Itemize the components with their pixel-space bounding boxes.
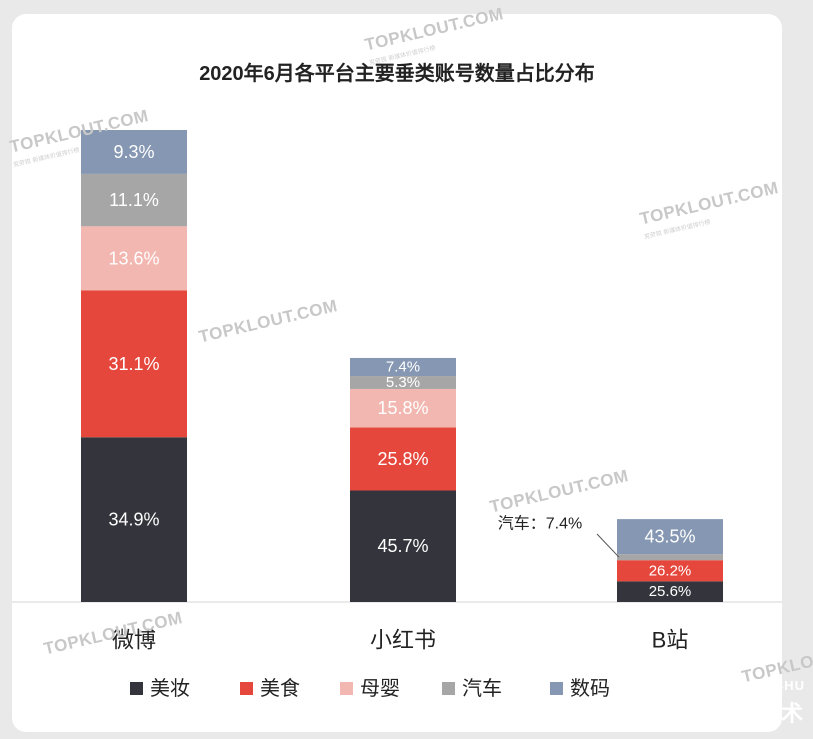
bar-segment — [81, 290, 187, 438]
bar-segment — [81, 130, 187, 174]
data-label: 43.5% — [644, 527, 695, 547]
legend-label: 美食 — [260, 677, 300, 700]
bar-segment — [617, 560, 723, 582]
x-tick-label: B站 — [652, 628, 689, 653]
bar-segment — [350, 357, 456, 377]
legend-swatch — [442, 682, 455, 695]
legend-label: 美妆 — [150, 677, 190, 700]
chart: 2020年6月各平台主要垂类账号数量占比分布 34.9% 31.1% 13.6% 11.… — [12, 61, 782, 700]
legend-swatch — [340, 682, 353, 695]
data-label: 13.6% — [108, 248, 159, 268]
legend-swatch — [130, 682, 143, 695]
annotation-leader-line — [596, 533, 620, 558]
bar-segment — [350, 427, 456, 491]
brand-logo: ≋ CHUANG LI SHU 创作有术 — [628, 674, 813, 739]
data-label: 9.3% — [113, 142, 154, 162]
legend-swatch — [550, 682, 563, 695]
annotation-label: 汽车：7.4% — [498, 515, 582, 533]
x-tick-label: 小红书 — [370, 628, 436, 653]
data-label: 34.9% — [108, 510, 159, 530]
x-tick-label: 微博 — [112, 628, 156, 653]
legend-swatch — [240, 682, 253, 695]
legend-label: 汽车 — [462, 677, 502, 700]
bar-segment — [617, 554, 723, 561]
data-label: 25.6% — [649, 583, 692, 600]
legend-label: 数码 — [570, 677, 610, 700]
bar-segment — [617, 581, 723, 602]
bar-segment — [81, 173, 187, 227]
brand-en: CHUANG LI SHU — [688, 678, 805, 693]
bar-segment — [81, 437, 187, 602]
data-label: 26.2% — [649, 562, 692, 579]
data-label: 15.8% — [377, 398, 428, 418]
data-label: 25.8% — [377, 449, 428, 469]
chart-title: 2020年6月各平台主要垂类账号数量占比分布 — [199, 61, 595, 85]
bar-segment — [350, 376, 456, 389]
bar-segment — [81, 226, 187, 291]
data-label: 11.1% — [109, 190, 159, 210]
data-label: 7.4% — [386, 359, 420, 376]
bar-segment — [350, 490, 456, 602]
swirl-icon: ≋ — [630, 697, 654, 728]
chart-card: 2020年6月各平台主要垂类账号数量占比分布 34.9% 31.1% 13.6% 11.… — [12, 14, 782, 732]
data-label: 5.3% — [386, 374, 420, 391]
bar-segment — [617, 519, 723, 555]
data-label: 31.1% — [108, 354, 159, 374]
data-label: 45.7% — [377, 536, 428, 556]
legend-label: 母婴 — [360, 678, 400, 700]
bar-segment — [350, 388, 456, 428]
brand-cn: 创作有术 — [714, 701, 803, 726]
